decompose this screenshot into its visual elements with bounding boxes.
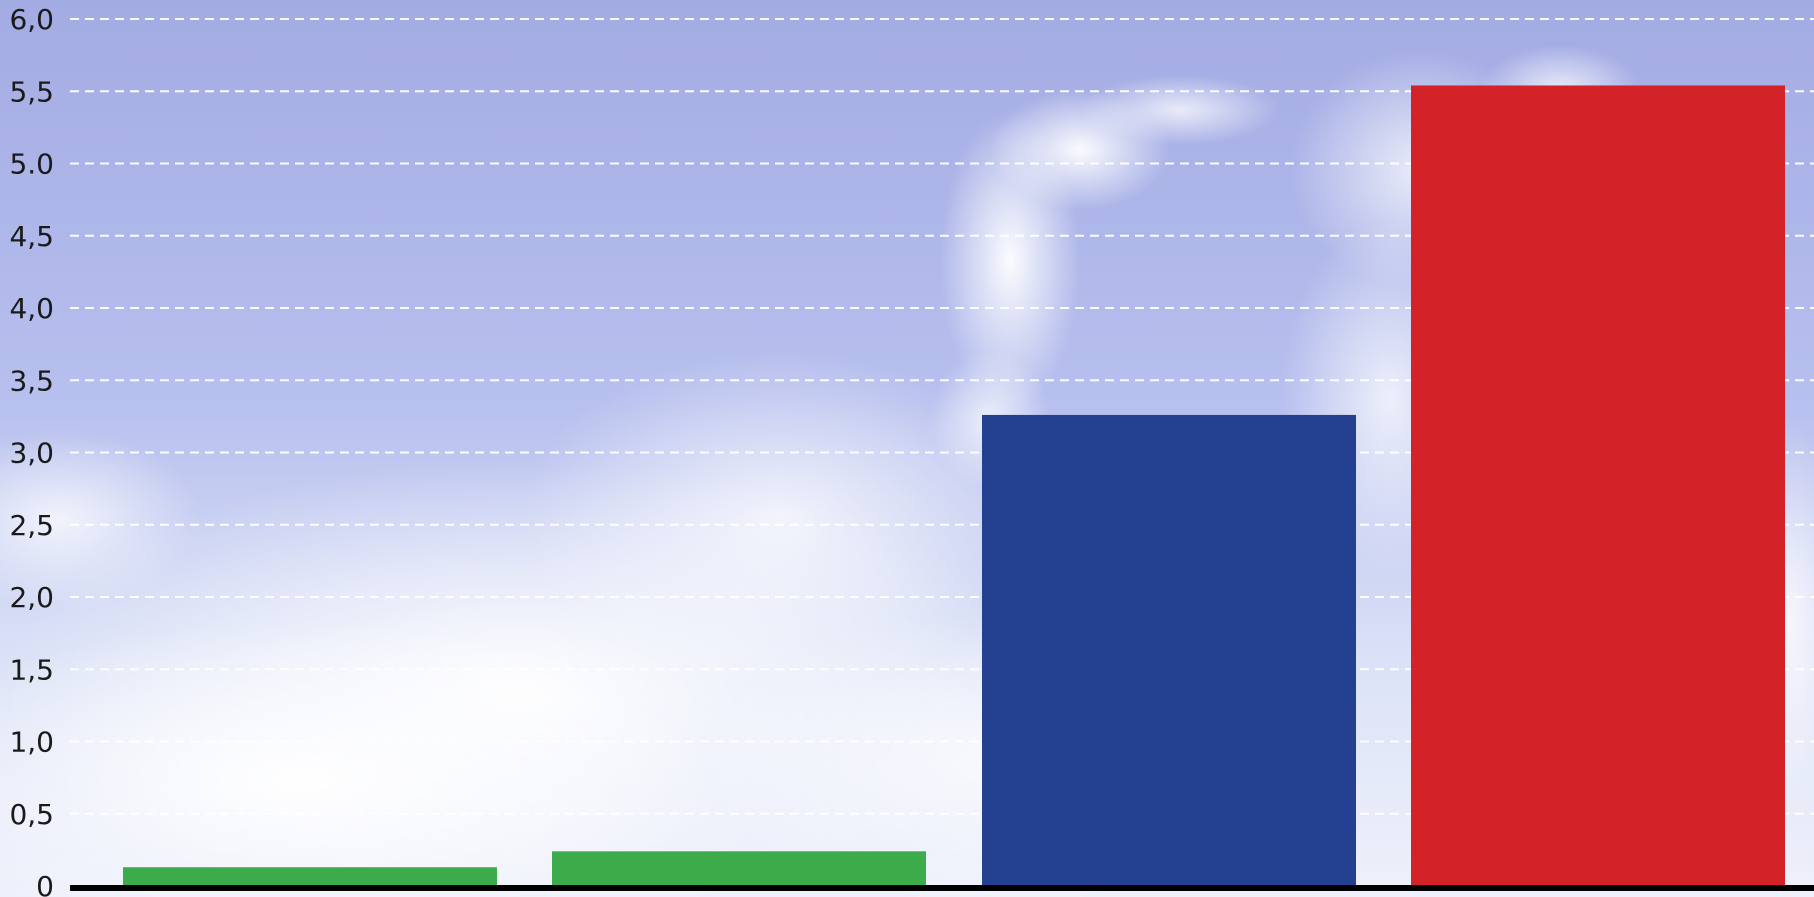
y-tick-label: 3,0	[9, 437, 54, 470]
gridlines	[70, 18, 1814, 815]
bar	[982, 414, 1356, 886]
y-tick-label: 5.0	[9, 148, 54, 181]
y-tick-label: 2,0	[9, 581, 54, 614]
bar	[1411, 85, 1785, 887]
y-tick-label: 2,5	[9, 509, 54, 542]
bars	[123, 85, 1785, 887]
y-tick-label: 5,5	[9, 75, 54, 108]
bar	[123, 867, 497, 886]
y-tick-label: 0	[36, 870, 54, 897]
y-tick-label: 4,5	[9, 220, 54, 253]
y-tick-label: 6,0	[9, 3, 54, 36]
y-tick-label: 0,5	[9, 798, 54, 831]
y-tick-label: 3,5	[9, 364, 54, 397]
y-tick-label: 1,5	[9, 653, 54, 686]
y-axis-tick-labels: 0 0,5 1,0 1,5 2,0 2,5 3,0 3,5 4,0 4,5 5.0 5,5 6,0	[9, 3, 54, 897]
bar	[552, 851, 926, 886]
y-tick-label: 4,0	[9, 292, 54, 325]
y-tick-label: 1,0	[9, 726, 54, 759]
